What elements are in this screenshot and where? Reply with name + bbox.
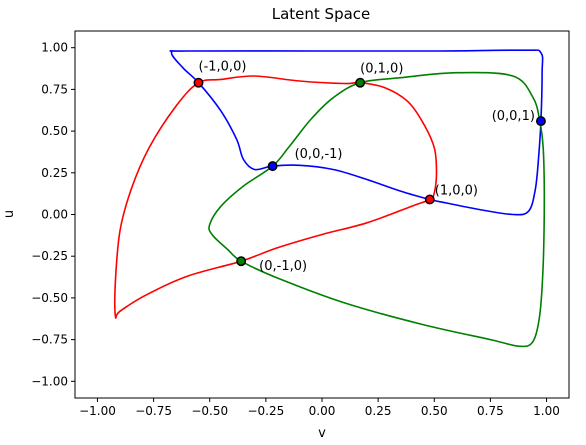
x-tick-label: −0.75 (135, 404, 172, 418)
x-tick-label: −1.00 (79, 404, 116, 418)
chart-title: Latent Space (272, 5, 371, 23)
plot-content: (-1,0,0) (0,1,0) (0,0,-1) (1,0,0) (0,-1,0) (0… (114, 49, 546, 348)
point-label: (1,0,0) (435, 183, 478, 198)
series-line-0 (169, 49, 544, 216)
y-tick-label: −0.75 (31, 333, 68, 347)
y-axis: −1.00 −0.75 −0.50 −0.25 0.00 0.25 0.50 0.75 1.00 (31, 41, 75, 388)
x-tick-label: 0.25 (365, 404, 392, 418)
x-tick-label: 0.00 (309, 404, 336, 418)
point-marker (424, 194, 435, 205)
plot-frame (74, 30, 570, 399)
x-tick-label: −0.50 (191, 404, 228, 418)
x-tick-label: 0.75 (477, 404, 504, 418)
series-line-2 (114, 75, 438, 319)
point-label: (0,0,-1) (295, 147, 343, 162)
point-marker (236, 256, 247, 267)
x-axis: −1.00 −0.75 −0.50 −0.25 0.00 0.25 0.50 0.75 1.00 (79, 398, 560, 418)
point-marker (193, 77, 204, 88)
y-tick-label: 0.00 (41, 208, 68, 222)
point-marker (267, 161, 278, 172)
series-line-1 (208, 71, 546, 348)
y-tick-label: 0.75 (41, 82, 68, 96)
point-marker (355, 77, 366, 88)
point-label: (-1,0,0) (199, 60, 247, 75)
y-tick-label: −1.00 (31, 374, 68, 388)
y-tick-label: −0.25 (31, 249, 68, 263)
y-tick-label: 0.50 (41, 124, 68, 138)
point-label: (0,0,1) (492, 109, 535, 124)
point-marker (535, 116, 546, 127)
y-tick-label: −0.50 (31, 291, 68, 305)
y-tick-label: 1.00 (41, 41, 68, 55)
x-tick-label: 0.50 (421, 404, 448, 418)
x-tick-label: 1.00 (533, 404, 560, 418)
point-label: (0,-1,0) (259, 259, 307, 274)
point-label: (0,1,0) (360, 62, 403, 77)
y-axis-label: u (2, 210, 17, 218)
y-tick-label: 0.25 (41, 166, 68, 180)
x-axis-label: v (318, 426, 326, 441)
x-tick-label: −0.25 (247, 404, 284, 418)
